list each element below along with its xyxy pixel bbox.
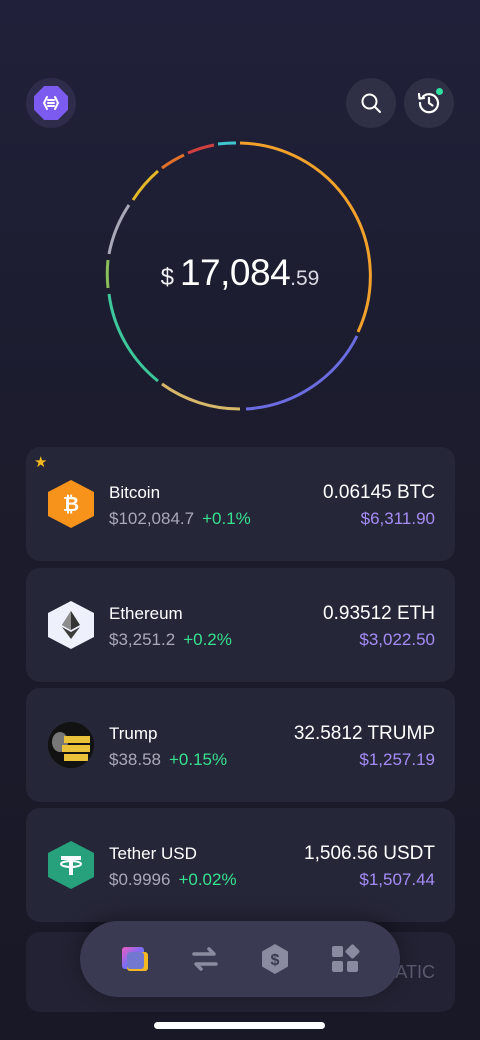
dollar-hex-icon: $	[262, 944, 288, 974]
asset-fiat-value: $1,507.44	[359, 870, 435, 889]
asset-change: +0.1%	[202, 509, 251, 528]
currency-symbol: $	[160, 264, 174, 291]
asset-name: Bitcoin	[109, 483, 161, 502]
asset-name: Trump	[109, 724, 158, 743]
asset-name: Ethereum	[109, 604, 183, 623]
swap-icon	[192, 947, 218, 971]
asset-amount: 0.93512 ETH	[323, 603, 435, 624]
svg-text:$: $	[271, 952, 280, 969]
balance-decimal: .59	[290, 267, 320, 290]
asset-card-ethereum[interactable]: Ethereum $3,251.2 +0.2% 0.93512 ETH $3,02…	[26, 568, 455, 682]
svg-text:₿: ₿	[63, 494, 79, 516]
asset-price: $38.58 +0.15%	[109, 750, 227, 770]
asset-card-bitcoin[interactable]: ★ ₿ Bitcoin $102,084.7 +0.1% 0.06145 BTC …	[26, 447, 455, 561]
asset-fiat-value: $6,311.90	[360, 509, 435, 528]
asset-card-trump[interactable]: Trump $38.58 +0.15% 32.5812 TRUMP $1,257.…	[26, 688, 455, 802]
balance-integer: 17,084	[179, 252, 291, 293]
asset-price-value: $0.9996	[109, 870, 171, 889]
history-icon	[417, 92, 440, 114]
wallet-icon	[122, 947, 148, 971]
trump-icon	[48, 721, 94, 769]
asset-change: +0.02%	[178, 870, 237, 889]
asset-fiat-value: $1,257.19	[359, 750, 435, 769]
portfolio-ring: $ 17,084 .59	[104, 140, 376, 412]
total-balance: $ 17,084 .59	[104, 252, 376, 294]
apps-grid-icon	[332, 944, 360, 972]
nav-earn[interactable]: $	[253, 937, 297, 981]
home-indicator	[154, 1022, 325, 1029]
tether-icon	[48, 841, 94, 889]
notification-dot	[435, 87, 444, 96]
bitcoin-icon: ₿	[48, 480, 94, 528]
asset-change: +0.15%	[169, 750, 228, 769]
wallet-logo-button[interactable]	[26, 78, 76, 128]
asset-price-value: $3,251.2	[109, 630, 176, 649]
asset-price-value: $38.58	[109, 750, 161, 769]
asset-price-value: $102,084.7	[109, 509, 195, 528]
nav-apps[interactable]	[323, 937, 367, 981]
ethereum-icon	[48, 601, 94, 649]
asset-price: $0.9996 +0.02%	[109, 870, 237, 890]
asset-name: Tether USD	[109, 844, 197, 863]
asset-fiat-value: $3,022.50	[359, 630, 435, 649]
asset-card-tether[interactable]: Tether USD $0.9996 +0.02% 1,506.56 USDT $…	[26, 808, 455, 922]
asset-amount: 0.06145 BTC	[323, 482, 435, 503]
asset-price: $3,251.2 +0.2%	[109, 630, 232, 650]
favorite-star-icon: ★	[34, 454, 48, 471]
asset-amount: 32.5812 TRUMP	[293, 723, 435, 744]
asset-change: +0.2%	[183, 630, 232, 649]
asset-amount: 1,506.56 USDT	[304, 843, 435, 864]
peek-text: ATIC	[395, 962, 435, 982]
wallet-logo-icon	[34, 86, 68, 120]
bottom-nav: $	[80, 921, 400, 997]
history-button[interactable]	[404, 78, 454, 128]
search-icon	[361, 93, 381, 113]
nav-swap[interactable]	[183, 937, 227, 981]
asset-price: $102,084.7 +0.1%	[109, 509, 251, 529]
search-button[interactable]	[346, 78, 396, 128]
nav-wallet[interactable]	[113, 937, 157, 981]
